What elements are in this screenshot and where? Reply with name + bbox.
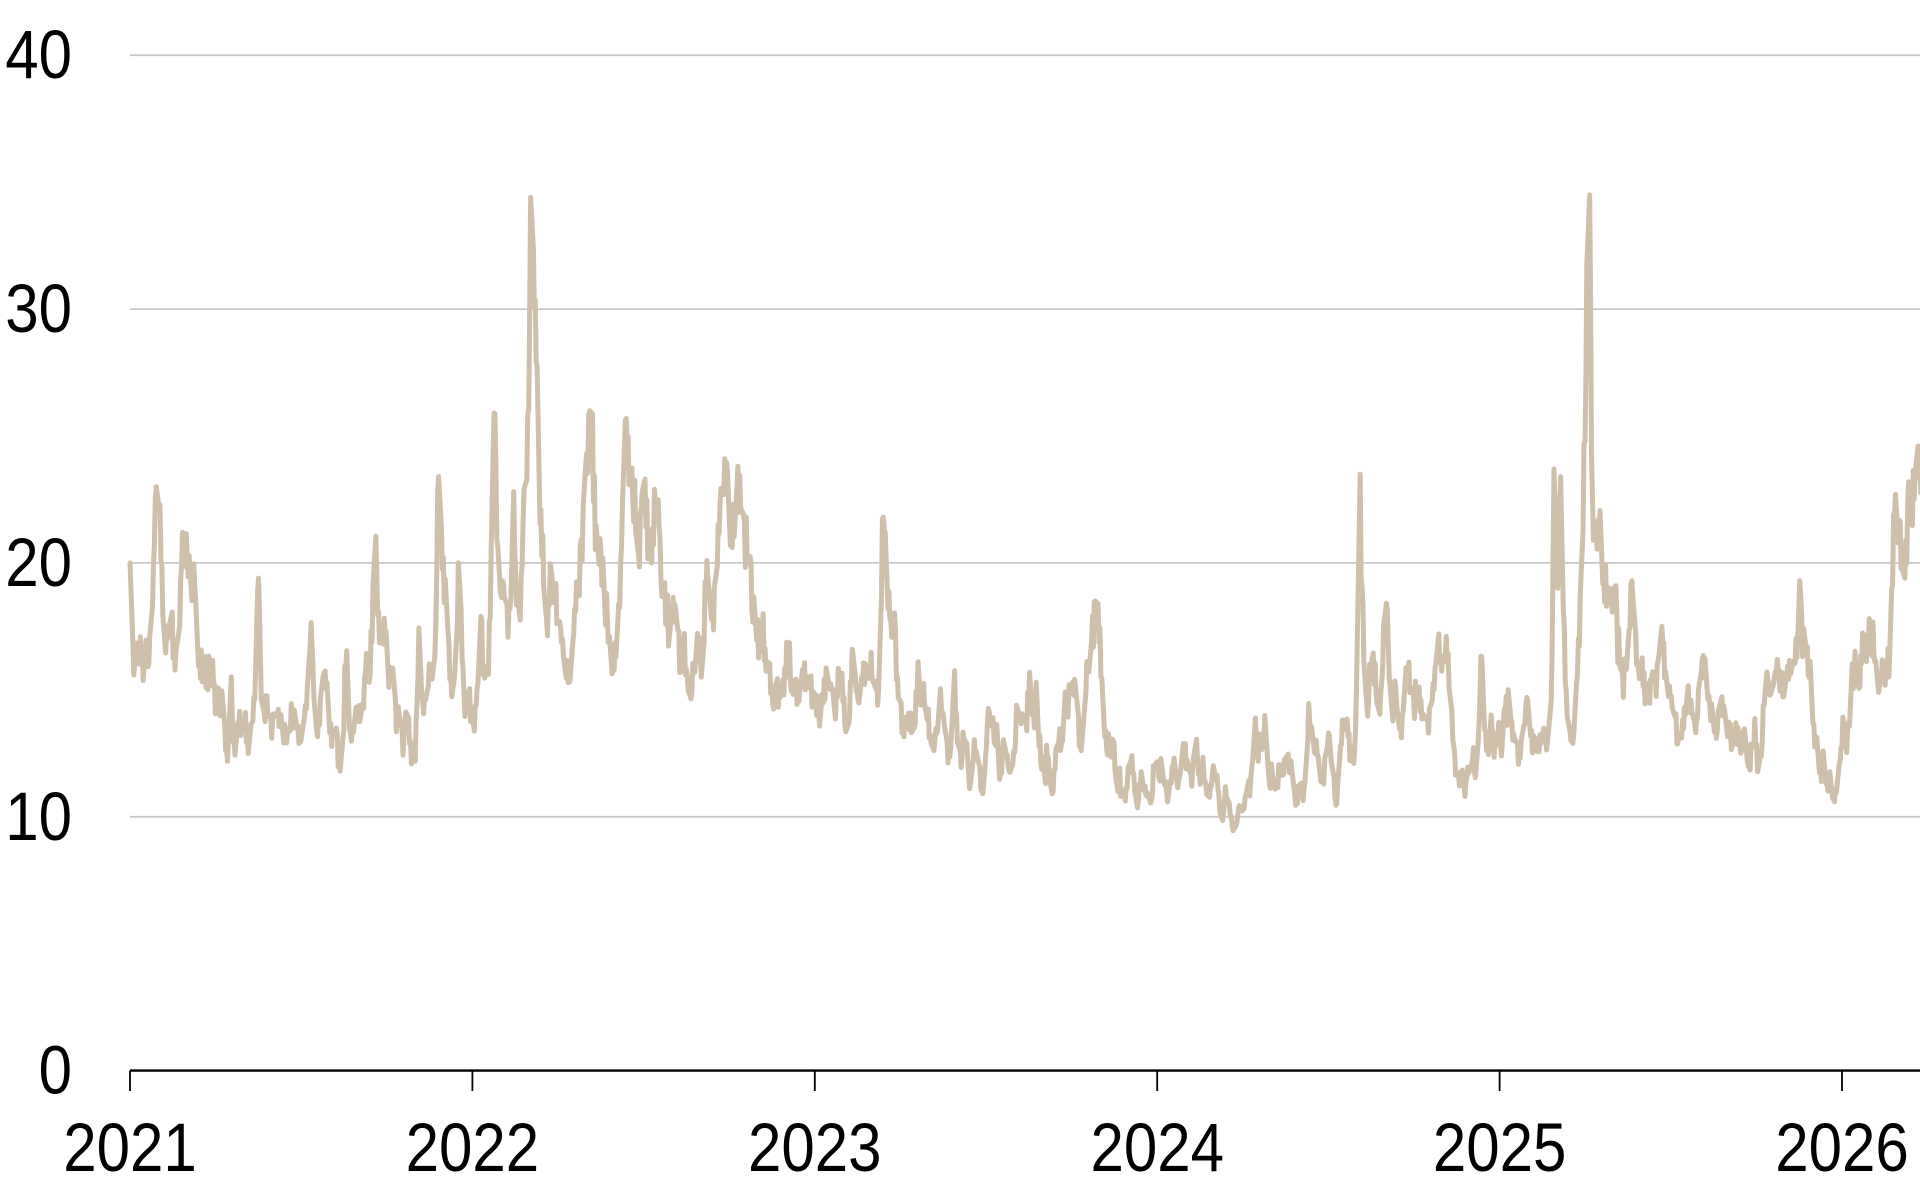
x-axis-labels: 2021 2022 2023 2024 2025 2026 (63, 1108, 1909, 1186)
x-axis-label-2022: 2022 (406, 1108, 540, 1186)
y-axis-labels: 40 30 20 10 0 (5, 15, 72, 1108)
x-axis-label-2023: 2023 (748, 1108, 882, 1186)
y-axis-label-40: 40 (5, 15, 72, 93)
x-axis (129, 1069, 1920, 1091)
series-line (127, 192, 1920, 834)
x-axis-label-2021: 2021 (63, 1108, 197, 1186)
x-axis-label-2024: 2024 (1090, 1108, 1224, 1186)
x-axis-label-2025: 2025 (1433, 1108, 1567, 1186)
y-axis-label-10: 10 (5, 777, 72, 855)
y-axis-label-30: 30 (5, 269, 72, 347)
gridlines (130, 54, 1920, 818)
x-axis-label-2026: 2026 (1775, 1108, 1909, 1186)
y-axis-label-0: 0 (39, 1031, 72, 1109)
y-axis-label-20: 20 (5, 523, 72, 601)
